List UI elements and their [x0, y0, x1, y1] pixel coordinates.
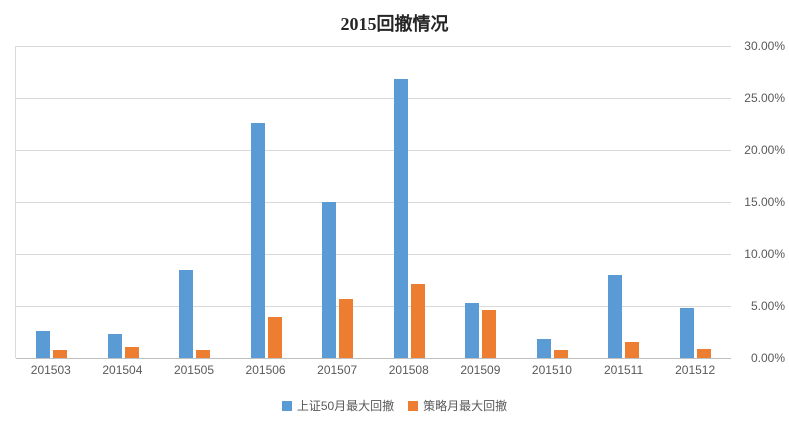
x-tick-label: 201503 [30, 363, 71, 377]
legend-swatch-icon [408, 400, 419, 411]
bar-group [445, 46, 517, 358]
plot-area [15, 46, 731, 359]
bar-上证50月最大回撤 [107, 334, 122, 358]
bar-策略月最大回撤 [267, 317, 282, 358]
legend-item: 策略月最大回撤 [408, 397, 507, 414]
x-tick-label: 201510 [531, 363, 572, 377]
gridline [16, 46, 731, 47]
legend-item: 上证50月最大回撤 [281, 397, 395, 414]
y-axis-labels: 0.00% 5.00% 10.00% 15.00% 20.00% 25.00% 30.00% [731, 39, 789, 365]
x-tick-label: 201511 [603, 363, 644, 377]
gridline [16, 202, 731, 203]
legend-label: 策略月最大回撤 [423, 399, 508, 413]
bar-策略月最大回撤 [410, 284, 425, 358]
plot-wrap: 201503 201504 201505 201506 201507 201508 2015… [15, 46, 731, 381]
legend-label: 上证50月最大回撤 [296, 399, 395, 413]
bar-上证50月最大回撤 [608, 274, 623, 358]
gridline [16, 254, 731, 255]
bar-策略月最大回撤 [625, 342, 640, 358]
bar-策略月最大回撤 [696, 348, 711, 358]
bar-group [302, 46, 374, 358]
bar-上证50月最大回撤 [36, 330, 51, 358]
bar-上证50月最大回撤 [179, 269, 194, 358]
x-tick-label: 201507 [317, 363, 358, 377]
bar-group [374, 46, 446, 358]
legend: 上证50月最大回撤 策略月最大回撤 [0, 397, 789, 414]
bar-策略月最大回撤 [482, 310, 497, 358]
bar-group [660, 46, 732, 358]
bar-策略月最大回撤 [196, 349, 211, 358]
bar-策略月最大回撤 [339, 298, 354, 358]
x-tick-label: 201504 [102, 363, 143, 377]
y-tick-label: 20.00% [744, 143, 785, 158]
x-tick-label: 201506 [245, 363, 286, 377]
y-tick-label: 5.00% [750, 299, 785, 314]
x-tick-label: 201512 [675, 363, 716, 377]
bar-策略月最大回撤 [553, 349, 568, 358]
bar-group [517, 46, 589, 358]
gridline [16, 358, 731, 359]
y-tick-label: 10.00% [744, 247, 785, 262]
bar-group [16, 46, 88, 358]
bar-group [88, 46, 160, 358]
bar-策略月最大回撤 [124, 346, 139, 358]
chart-title: 2015回撤情况 [340, 14, 449, 34]
bar-上证50月最大回撤 [679, 308, 694, 358]
bar-上证50月最大回撤 [250, 122, 265, 358]
bar-group [588, 46, 660, 358]
legend-swatch-icon [281, 400, 292, 411]
chart-body: 201503 201504 201505 201506 201507 201508 2015… [0, 39, 789, 381]
bar-上证50月最大回撤 [465, 302, 480, 358]
y-tick-label: 0.00% [750, 351, 785, 365]
y-tick-label: 15.00% [744, 195, 785, 209]
x-tick-label: 201505 [173, 363, 214, 377]
y-tick-label: 25.00% [744, 91, 785, 105]
bar-策略月最大回撤 [53, 349, 68, 358]
x-tick-label: 201508 [388, 363, 429, 377]
bar-上证50月最大回撤 [322, 202, 337, 358]
gridline [16, 306, 731, 307]
bar-上证50月最大回撤 [393, 79, 408, 358]
bar-上证50月最大回撤 [536, 339, 551, 358]
y-tick-label: 30.00% [744, 39, 785, 53]
bar-groups [16, 46, 731, 358]
x-tick-label: 201509 [460, 363, 501, 377]
bar-group [159, 46, 231, 358]
gridline [16, 98, 731, 99]
x-axis-labels: 201503 201504 201505 201506 201507 201508 2015… [15, 358, 731, 381]
bar-group [231, 46, 303, 358]
gridline [16, 150, 731, 151]
